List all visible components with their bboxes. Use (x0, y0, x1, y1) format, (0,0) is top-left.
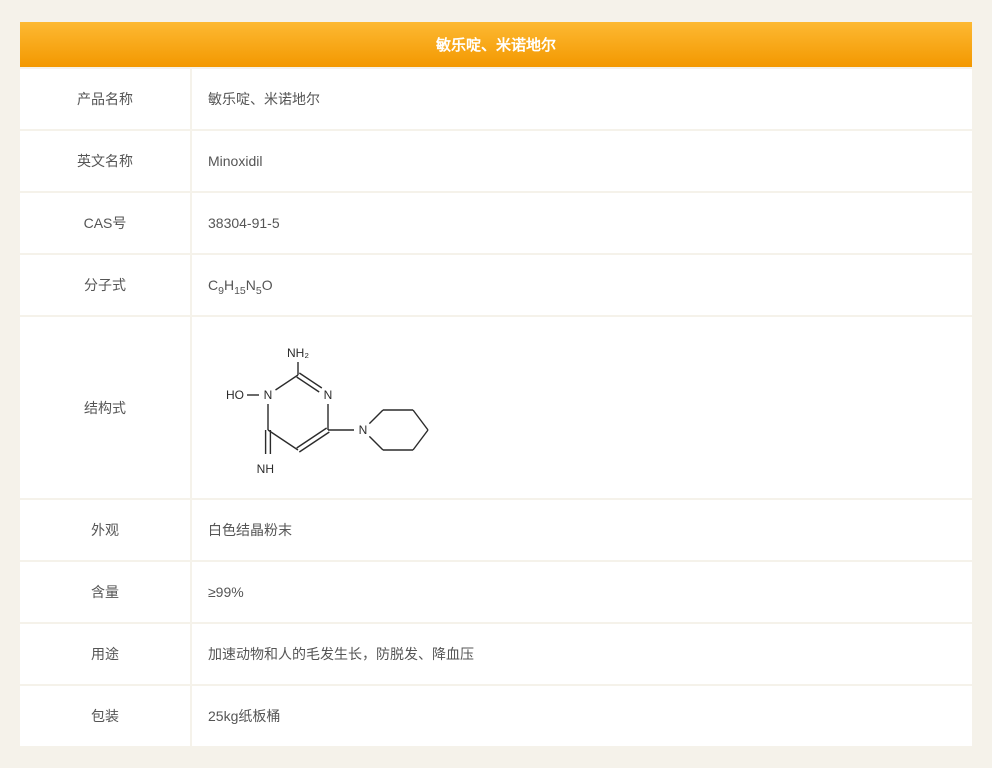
product-title: 敏乐啶、米诺地尔 (20, 22, 972, 67)
label-structure: 结构式 (20, 317, 190, 498)
row-structure: 结构式 NH₂ HO NH N N N (20, 317, 972, 498)
svg-text:N: N (264, 388, 273, 402)
value-cas: 38304-91-5 (192, 193, 972, 253)
label-english-name: 英文名称 (20, 131, 190, 191)
label-cas: CAS号 (20, 193, 190, 253)
formula-c: C (208, 277, 218, 293)
label-appearance: 外观 (20, 500, 190, 560)
row-formula: 分子式 C9H15N5O (20, 255, 972, 315)
formula-h-n: 15 (234, 285, 246, 297)
row-appearance: 外观 白色结晶粉末 (20, 500, 972, 560)
row-product-name: 产品名称 敏乐啶、米诺地尔 (20, 69, 972, 129)
svg-text:NH: NH (257, 462, 274, 476)
svg-text:N: N (324, 388, 333, 402)
structure-diagram: NH₂ HO NH N N N (208, 335, 448, 480)
row-english-name: 英文名称 Minoxidil (20, 131, 972, 191)
svg-text:HO: HO (226, 388, 244, 402)
product-spec-table: 敏乐啶、米诺地尔 产品名称 敏乐啶、米诺地尔 英文名称 Minoxidil CA… (18, 20, 974, 748)
row-usage: 用途 加速动物和人的毛发生长，防脱发、降血压 (20, 624, 972, 684)
row-cas: CAS号 38304-91-5 (20, 193, 972, 253)
value-structure: NH₂ HO NH N N N (192, 317, 972, 498)
value-english-name: Minoxidil (192, 131, 972, 191)
formula-o: O (262, 277, 273, 293)
value-usage: 加速动物和人的毛发生长，防脱发、降血压 (192, 624, 972, 684)
value-product-name: 敏乐啶、米诺地尔 (192, 69, 972, 129)
value-packaging: 25kg纸板桶 (192, 686, 972, 746)
value-content: ≥99% (192, 562, 972, 622)
row-packaging: 包装 25kg纸板桶 (20, 686, 972, 746)
svg-text:N: N (359, 423, 368, 437)
label-usage: 用途 (20, 624, 190, 684)
label-packaging: 包装 (20, 686, 190, 746)
formula-n: N (246, 277, 256, 293)
label-content: 含量 (20, 562, 190, 622)
title-row: 敏乐啶、米诺地尔 (20, 22, 972, 67)
value-appearance: 白色结晶粉末 (192, 500, 972, 560)
value-formula: C9H15N5O (192, 255, 972, 315)
label-product-name: 产品名称 (20, 69, 190, 129)
formula-h: H (224, 277, 234, 293)
svg-text:NH₂: NH₂ (287, 346, 309, 360)
label-formula: 分子式 (20, 255, 190, 315)
row-content: 含量 ≥99% (20, 562, 972, 622)
